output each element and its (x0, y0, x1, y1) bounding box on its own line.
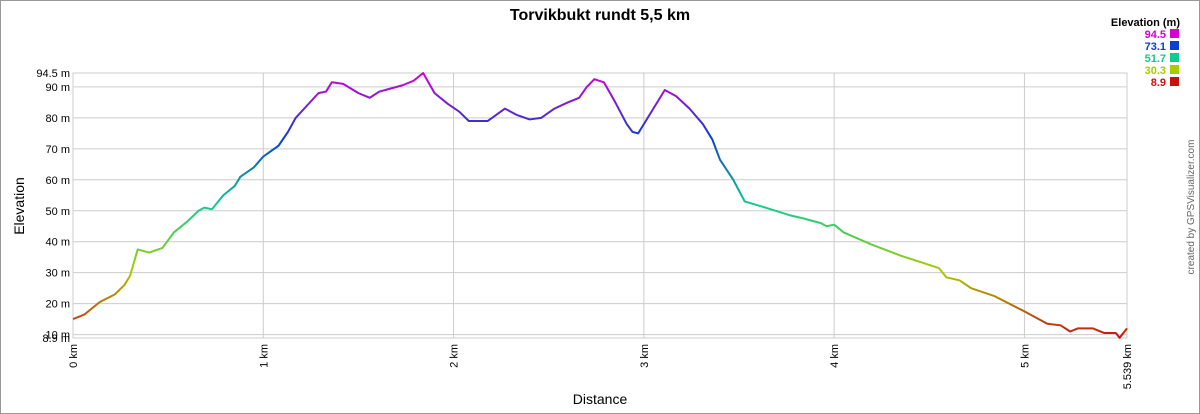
legend-swatch (1170, 29, 1179, 38)
x-tick-label: 3 km (639, 344, 651, 368)
y-tick-label: 90 m (46, 82, 70, 94)
legend-title: Elevation (m) (1111, 17, 1180, 29)
legend-value: 94.5 (1145, 29, 1166, 41)
legend-value: 8.9 (1151, 77, 1166, 89)
y-tick-label: 30 m (46, 268, 70, 280)
legend-value: 30.3 (1145, 65, 1166, 77)
chart-title: Torvikbukt rundt 5,5 km (510, 7, 690, 24)
y-tick-label: 80 m (46, 113, 70, 125)
y-tick-label: 94.5 m (36, 68, 70, 80)
legend-swatch (1170, 65, 1179, 74)
elevation-line (72, 72, 1128, 339)
y-tick-label: 40 m (46, 237, 70, 249)
x-axis-label: Distance (573, 391, 628, 407)
x-tick-label: 1 km (258, 344, 270, 368)
credit: created by GPSVisualizer.com (1186, 140, 1197, 275)
x-tick-label: 5.539 km (1122, 344, 1134, 389)
x-tick-label: 4 km (829, 344, 841, 368)
x-tick-label: 5 km (1019, 344, 1031, 368)
legend-swatch (1170, 41, 1179, 50)
x-tick-label: 0 km (68, 344, 80, 368)
legend-value: 51.7 (1145, 53, 1166, 65)
y-axis-label: Elevation (11, 177, 27, 235)
y-tick-label: 10 m (46, 330, 70, 342)
y-tick-label: 60 m (46, 175, 70, 187)
legend-swatch (1170, 77, 1179, 86)
y-tick-label: 70 m (46, 144, 70, 156)
legend-value: 73.1 (1145, 41, 1166, 53)
legend-swatch (1170, 53, 1179, 62)
y-tick-label: 8.9 m (42, 333, 70, 345)
y-tick-label: 50 m (46, 206, 70, 218)
x-tick-label: 2 km (449, 344, 461, 368)
y-tick-label: 20 m (46, 299, 70, 311)
